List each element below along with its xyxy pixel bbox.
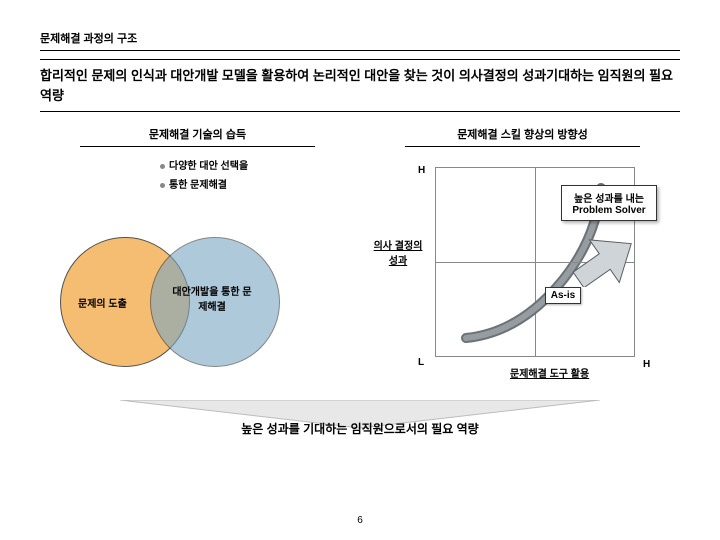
axis-y-low: L (418, 357, 424, 368)
axis-y-high: H (418, 165, 425, 176)
asis-box: As-is (545, 287, 581, 304)
left-title: 문제해결 기술의 습득 (80, 126, 315, 147)
right-column: 문제해결 스킬 향상의 방향성 H 높은 성과를 내는 Problem Solv… (365, 126, 680, 397)
venn-diagram: 다양한 대안 선택을 통한 문제해결 문제의 도출 대안개발을 통한 문제해결 (40, 157, 355, 397)
bullet-list: 다양한 대안 선택을 통한 문제해결 (160, 157, 248, 195)
axis-x-label: 문제해결 도구 활용 (510, 365, 589, 380)
axis-x-high: H (643, 359, 650, 370)
venn-label-left: 문제의 도출 (78, 295, 127, 310)
axis-y-label: 의사 결정의 성과 (373, 237, 423, 267)
left-column: 문제해결 기술의 습득 다양한 대안 선택을 통한 문제해결 문제의 도출 대안… (40, 126, 355, 397)
conclusion-text: 높은 성과를 기대하는 임직원으로서의 필요 역량 (0, 420, 720, 437)
target-box: 높은 성과를 내는 Problem Solver (561, 185, 657, 221)
venn-label-right: 대안개발을 통한 문제해결 (172, 283, 252, 313)
quadrant-chart: H 높은 성과를 내는 Problem Solver As-is L H 의사 … (365, 157, 680, 397)
right-title: 문제해결 스킬 향상의 방향성 (405, 126, 640, 147)
breadcrumb: 문제해결 과정의 구조 (40, 30, 680, 51)
headline: 합리적인 문제의 인식과 대안개발 모델을 활용하여 논리적인 대안을 찾는 것… (40, 59, 680, 112)
bullet-1: 다양한 대안 선택을 (160, 157, 248, 172)
bullet-2: 통한 문제해결 (160, 176, 248, 191)
page-number: 6 (0, 515, 720, 526)
big-arrow-icon (565, 217, 645, 287)
